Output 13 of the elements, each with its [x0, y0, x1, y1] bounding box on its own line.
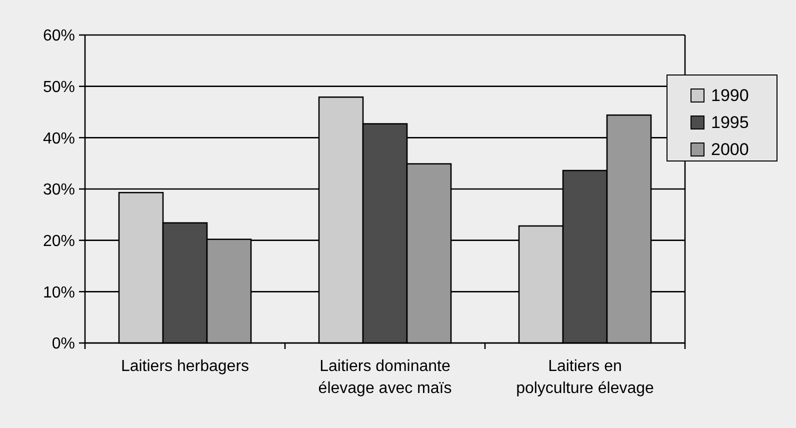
y-tick-label: 40% — [42, 130, 75, 148]
y-tick-label: 0% — [52, 336, 75, 353]
legend-label: 1995 — [711, 112, 749, 132]
y-tick-label: 50% — [42, 78, 75, 96]
legend-label: 1990 — [711, 86, 749, 105]
y-tick-label: 10% — [42, 284, 75, 302]
legend-label: 2000 — [711, 140, 749, 159]
x-tick-label: Laitiers herbagers — [120, 358, 250, 375]
y-tick-label: 60% — [42, 28, 75, 45]
x-tick-label: Laitiers dominante élevage avec maïs — [318, 358, 452, 397]
y-tick-label: 30% — [42, 182, 75, 199]
x-tick-label: Laitiers en polyculture élevage — [516, 358, 654, 397]
y-tick-label: 20% — [42, 232, 75, 250]
